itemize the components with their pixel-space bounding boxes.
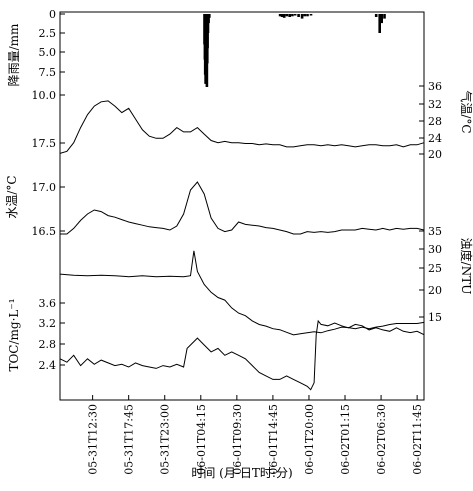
air_temp-right-tick-label-0: 20 bbox=[428, 148, 442, 161]
rain-bar-27 bbox=[380, 14, 383, 24]
rain-bar-18 bbox=[291, 14, 294, 17]
rain-bar-23 bbox=[306, 14, 309, 17]
rain-bar-11 bbox=[207, 14, 210, 24]
air-temp-axis-title: 气温/°C bbox=[459, 90, 473, 133]
rain-bar-22 bbox=[303, 14, 307, 17]
rain-bar-24 bbox=[309, 14, 313, 16]
x-tick-label-0: 05-31T12:30 bbox=[87, 404, 100, 475]
axis-titles: 降雨量/mm 气温/°C 水温/°C 浊度/NTU TOC/mg·L⁻¹ bbox=[5, 23, 473, 372]
rain-axis-title: 降雨量/mm bbox=[7, 23, 21, 86]
x-tick-label-5: 06-01T14:45 bbox=[267, 404, 280, 475]
rain-bar-25 bbox=[374, 14, 378, 17]
air-temp-series-line bbox=[59, 100, 425, 154]
plot-frame bbox=[59, 11, 425, 401]
rain-bar-15 bbox=[282, 14, 286, 18]
x-tick-label-9: 06-02T11:45 bbox=[411, 404, 424, 475]
x-tick-label-4: 06-01T09:30 bbox=[231, 404, 244, 475]
turbidity-right-tick-label-0: 15 bbox=[428, 311, 442, 324]
x-tick-label-3: 06-01T04:15 bbox=[195, 404, 208, 475]
turbidity-right-tick-label-3: 30 bbox=[428, 243, 442, 256]
toc-left-tick-label-1: 3.2 bbox=[39, 317, 57, 330]
right-axis-ticks: 20 24 28 32 36 15 20 25 30 35 bbox=[419, 80, 442, 324]
air_temp-right-tick-label-4: 36 bbox=[428, 80, 442, 93]
rain-left-tick-label-0: 0 bbox=[49, 8, 56, 21]
toc-axis-title: TOC/mg·L⁻¹ bbox=[7, 298, 21, 371]
turbidity-series-line bbox=[59, 250, 425, 336]
turbidity-axis-title: 浊度/NTU bbox=[459, 238, 473, 295]
left-axis-ticks: 0 2.5 5.0 7.5 10.0 17.5 17.0 16.5 3.6 3.2 2.8 2.4 bbox=[32, 8, 65, 372]
rain-bar-14 bbox=[280, 14, 284, 17]
rain-bar-12 bbox=[208, 14, 211, 18]
rain-bar-28 bbox=[383, 14, 386, 19]
toc-left-tick-label-3: 2.4 bbox=[39, 359, 57, 372]
rain-left-tick-label-2: 5.0 bbox=[39, 46, 57, 59]
rain-bar-13 bbox=[278, 14, 282, 17]
water_temp-left-tick-label-1: 17.0 bbox=[32, 181, 57, 194]
rain-left-tick-label-4: 10.0 bbox=[32, 89, 57, 102]
air_temp-right-tick-label-3: 32 bbox=[428, 98, 442, 111]
turbidity-right-tick-label-4: 35 bbox=[428, 225, 442, 238]
rain-bar-10 bbox=[206, 14, 210, 33]
turbidity-right-tick-label-1: 20 bbox=[428, 284, 442, 297]
water_temp-left-tick-label-2: 16.5 bbox=[32, 225, 57, 238]
rain-bar-17 bbox=[288, 14, 291, 17]
air_temp-right-tick-label-1: 24 bbox=[428, 132, 442, 145]
rain-left-tick-label-1: 2.5 bbox=[39, 27, 57, 40]
rain-bar-16 bbox=[285, 14, 289, 17]
water-temp-series-line bbox=[60, 181, 425, 235]
x-tick-label-8: 06-02T06:30 bbox=[375, 404, 388, 475]
water-temp-axis-title: 水温/°C bbox=[5, 175, 19, 218]
water_temp-left-tick-label-0: 17.5 bbox=[32, 137, 57, 150]
rain-bar-20 bbox=[297, 14, 300, 17]
rain-bar-26 bbox=[378, 14, 381, 33]
toc-left-tick-label-2: 2.8 bbox=[39, 338, 57, 351]
rain-bar-19 bbox=[293, 14, 297, 16]
turbidity-right-tick-label-2: 25 bbox=[428, 262, 442, 275]
x-tick-label-1: 05-31T17:45 bbox=[123, 404, 136, 475]
rain-left-tick-label-3: 7.5 bbox=[39, 66, 57, 79]
toc-left-tick-label-0: 3.6 bbox=[39, 297, 57, 310]
x-tick-label-6: 06-01T20:00 bbox=[303, 404, 316, 475]
rain-bar-21 bbox=[300, 14, 304, 19]
x-tick-label-2: 05-31T23:00 bbox=[159, 404, 172, 475]
toc-series-line bbox=[59, 319, 425, 391]
air_temp-right-tick-label-2: 28 bbox=[428, 115, 442, 128]
x-axis-title: 时间 (月-日T时:分) bbox=[191, 466, 292, 480]
series-layer bbox=[59, 14, 425, 391]
x-tick-label-7: 06-02T01:15 bbox=[339, 404, 352, 475]
bottom-axis-ticks: 05-31T12:30 05-31T17:45 05-31T23:00 06-01T0… bbox=[87, 395, 424, 475]
